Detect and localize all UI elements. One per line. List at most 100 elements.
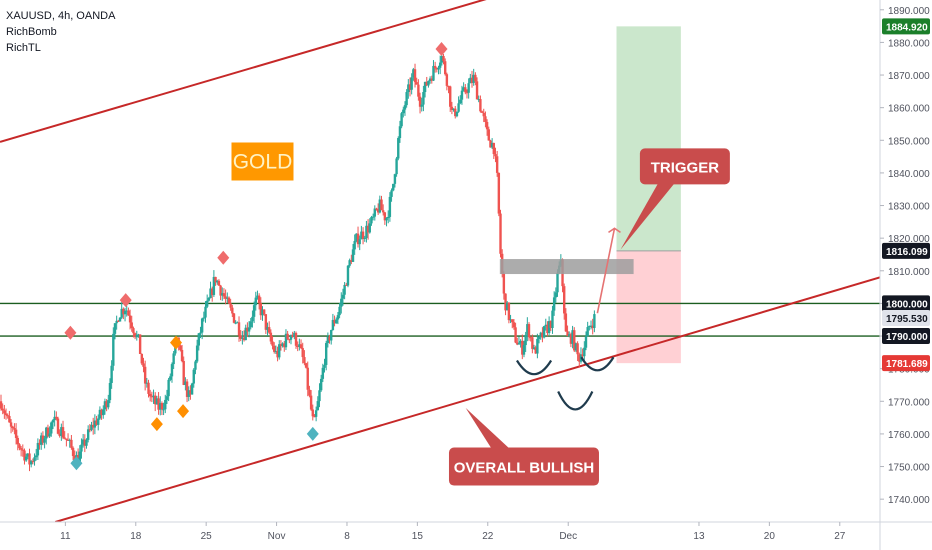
candle-body: [55, 416, 58, 419]
candle-body: [494, 154, 497, 157]
candle-body: [489, 140, 492, 148]
candle-body: [98, 409, 102, 419]
candle-body: [284, 333, 288, 348]
candle-body: [345, 284, 348, 286]
candle-body: [271, 341, 274, 346]
candle-body: [138, 334, 142, 354]
candle-body: [492, 142, 496, 155]
trigger-label: TRIGGER: [651, 159, 720, 176]
candle-body: [569, 334, 573, 344]
candle-body: [21, 449, 24, 451]
candle-body: [241, 337, 244, 339]
candle-body: [259, 303, 263, 316]
candle-body: [135, 334, 138, 338]
candle-body: [128, 315, 132, 323]
indicator-richbomb[interactable]: RichBomb: [6, 26, 57, 38]
candle-body: [301, 348, 304, 358]
candle-body: [237, 322, 241, 336]
candle-body: [70, 439, 73, 448]
price-tag-label: 1790.000: [886, 332, 928, 343]
candle-body: [438, 62, 442, 68]
projection-arrow-line: [596, 228, 616, 314]
y-tick-label: 1860.000: [888, 104, 930, 115]
candle-body: [390, 190, 393, 197]
candle-body: [8, 415, 11, 423]
candle-body: [148, 393, 152, 397]
candle-body: [319, 378, 323, 391]
overall-callout-box: [448, 447, 599, 486]
candle-body: [400, 113, 403, 127]
candle-body: [239, 335, 242, 339]
signal-marker-buy: [70, 456, 83, 471]
candle-body: [291, 335, 294, 337]
candle-body: [527, 324, 531, 338]
candle-body: [123, 311, 127, 315]
signal-marker-sell: [64, 325, 77, 340]
candle-body: [164, 399, 167, 410]
candle-body: [53, 416, 56, 421]
candle-body: [281, 343, 284, 347]
x-tick-label: 13: [693, 531, 705, 542]
candle-body: [474, 74, 477, 82]
candle-body: [507, 302, 511, 321]
candle-body: [459, 99, 462, 104]
candle-body: [415, 82, 418, 85]
candle-body: [469, 77, 472, 84]
candle-body: [435, 68, 439, 70]
channel-lower-line: [55, 276, 880, 522]
candle-body: [107, 400, 110, 408]
candle-body: [244, 327, 247, 341]
candle-body: [324, 343, 328, 365]
candle-body: [385, 218, 388, 221]
candle-body: [242, 337, 246, 341]
candle-body: [35, 455, 38, 458]
x-tick-label: 11: [60, 531, 71, 542]
candle-body: [61, 427, 65, 438]
trigger-callout-box: [639, 148, 730, 185]
candle-body: [586, 327, 589, 337]
candle-body: [328, 336, 331, 341]
candle-body: [452, 108, 455, 110]
candle-body: [549, 321, 552, 329]
candle-body: [542, 326, 546, 338]
x-tick-label: 15: [412, 531, 424, 542]
candle-body: [521, 340, 524, 355]
candle-body: [90, 424, 93, 430]
candle-body: [217, 280, 221, 286]
candle-body: [4, 413, 8, 416]
candle-body: [437, 67, 440, 70]
candle-body: [16, 437, 19, 445]
indicator-richtl[interactable]: RichTL: [6, 42, 41, 54]
candle-body: [23, 450, 26, 461]
price-tag-box: [882, 328, 930, 345]
candle-body: [514, 327, 517, 343]
price-tag: 1800.000: [882, 295, 930, 312]
candle-body: [381, 210, 385, 213]
candle-body: [267, 327, 271, 333]
candle-body: [490, 142, 494, 148]
candle-body: [38, 442, 41, 445]
candle-body: [593, 314, 596, 328]
candle-body: [422, 92, 425, 105]
candle-body: [86, 429, 90, 440]
candle-body: [202, 317, 206, 319]
candle-body: [443, 61, 447, 75]
candle-body: [423, 81, 427, 93]
candle-body: [512, 322, 516, 328]
candle-body: [497, 172, 501, 214]
candle-body: [413, 69, 417, 83]
candle-body: [506, 302, 509, 311]
candle-body: [460, 90, 464, 100]
candle-body: [97, 418, 100, 425]
channel-upper-line: [0, 0, 487, 143]
candle-body: [40, 435, 43, 445]
candle-body: [378, 199, 382, 213]
candle-body: [420, 104, 423, 107]
price-tag: 1884.920: [882, 18, 930, 35]
symbol-line[interactable]: XAUUSD, 4h, OANDA: [6, 10, 116, 22]
candle-body: [442, 56, 445, 62]
candle-body: [331, 319, 335, 331]
candle-body: [403, 105, 407, 110]
candle-body: [6, 415, 9, 417]
